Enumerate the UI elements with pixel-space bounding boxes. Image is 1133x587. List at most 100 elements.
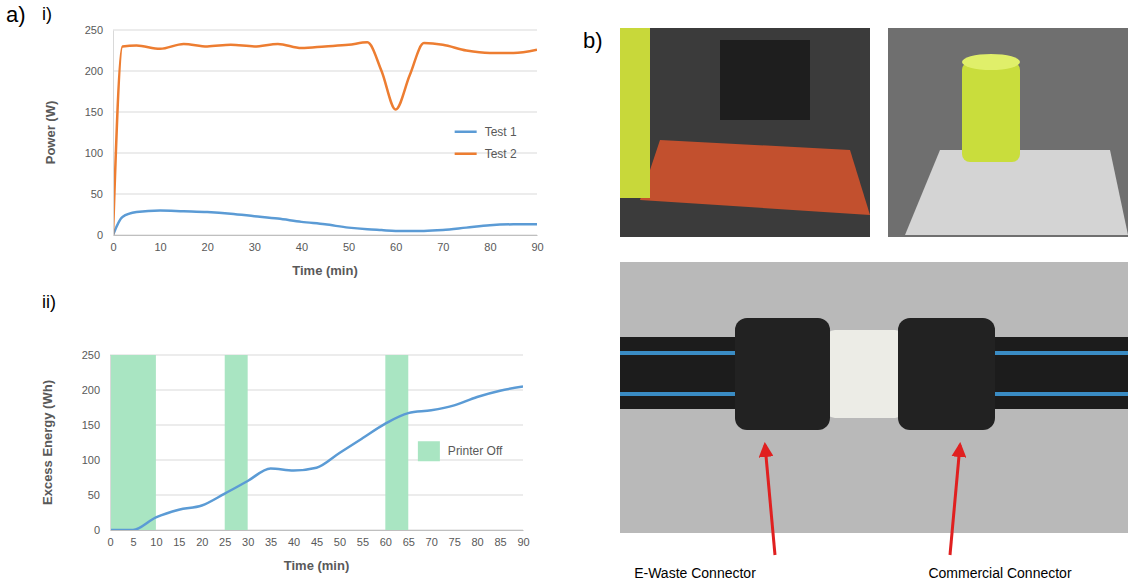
photo-detail [620,28,650,198]
tick-label: 100 [82,454,100,466]
tick-label: 200 [85,65,103,77]
tick-label: 25 [219,536,231,548]
y-axis: 0 50 100 150 200 250 [85,24,114,241]
y-axis: 0 50 100 150 200 250 [82,349,111,536]
tick-label: 0 [110,241,116,253]
grid-line [113,194,537,195]
grid-line [113,112,537,113]
panel-label: b) [583,28,603,53]
panel-label: a) [6,2,26,27]
x-axis: 051015202530354045505560657075808590 [107,530,529,548]
photo-connectors [620,262,1128,533]
chart: 0 10 20 30 40 50 60 70 80 90 0 50 100 150 200 250 Time (… [43,24,544,278]
tick: 150 [85,106,113,118]
tick: 75 [449,530,461,548]
grid-line [110,460,523,461]
x-axis-title: Time (min) [292,263,358,278]
grid-line [113,71,537,72]
annotation-arrow [950,445,960,555]
legend-item: Test 1 [455,125,517,139]
tick-label: 50 [88,489,100,501]
tick-label: 15 [173,536,185,548]
tick: 0 [97,229,113,241]
grid-line [110,390,523,391]
photos [620,28,1128,533]
tick: 30 [249,235,261,253]
data-line [110,387,523,531]
tick: 0 [94,524,110,536]
y-axis-line [113,31,114,236]
tick: 70 [437,235,449,253]
annotation-arrow [765,445,775,555]
photo-detail [720,40,810,120]
tick: 90 [531,235,543,253]
tick-label: 30 [242,536,254,548]
tick-label: 10 [154,241,166,253]
tick: 80 [484,235,496,253]
tick: 40 [296,235,308,253]
tick: 55 [357,530,369,548]
tick: 200 [82,384,110,396]
photo-detail [825,330,905,418]
tick: 10 [150,530,162,548]
tick-label: 0 [94,524,100,536]
tick: 60 [390,235,402,253]
legend-item: Printer Off [418,441,503,461]
data-line [113,210,537,235]
photo-printer [620,28,870,237]
tick-label: 10 [150,536,162,548]
tick-label: 150 [82,419,100,431]
grid-line [110,425,523,426]
tick-label: 80 [471,536,483,548]
tick: 70 [426,530,438,548]
tick-label: 5 [130,536,136,548]
photo-detail [898,318,995,430]
tick: 250 [85,24,113,36]
photo-detail [962,54,1020,70]
legend-swatch [418,441,440,461]
legend-swatch [455,153,477,156]
figure: 0102030405060708090050100150200250Time (… [0,0,1133,587]
legend-item: Test 2 [455,147,517,161]
tick-label: 90 [531,241,543,253]
grid-line [113,235,537,236]
tick-label: 50 [91,188,103,200]
tick: 250 [82,349,110,361]
tick: 0 [107,530,113,548]
tick: 50 [334,530,346,548]
legend-swatch [455,131,477,134]
tick-label: 85 [494,536,506,548]
tick-label: 0 [97,229,103,241]
tick-label: 100 [85,147,103,159]
tick: 20 [202,235,214,253]
tick-label: 60 [390,241,402,253]
tick-label: 20 [196,536,208,548]
tick-label: 50 [334,536,346,548]
shaded-region [110,355,156,530]
grid-line [113,30,537,31]
legend: Printer Off [418,441,503,461]
y-axis-line [110,356,111,531]
grid-line [110,530,523,531]
tick: 20 [196,530,208,548]
photo-annotation: E-Waste Connector [634,565,756,581]
tick: 100 [82,454,110,466]
grid-line [110,495,523,496]
tick: 50 [91,188,113,200]
tick-label: 250 [85,24,103,36]
tick-label: 50 [343,241,355,253]
tick: 10 [154,235,166,253]
tick: 50 [88,489,110,501]
tick: 15 [173,530,185,548]
tick-label: 0 [107,536,113,548]
tick-label: 75 [449,536,461,548]
legend-label: Printer Off [448,444,503,458]
tick-label: 40 [288,536,300,548]
y-axis-title: Excess Energy (Wh) [40,380,55,505]
tick-label: 200 [82,384,100,396]
photo-annotation: Commercial Connector [928,565,1071,581]
tick: 85 [494,530,506,548]
photo-detail [905,150,1128,235]
tick: 80 [471,530,483,548]
grid-line [110,355,523,356]
